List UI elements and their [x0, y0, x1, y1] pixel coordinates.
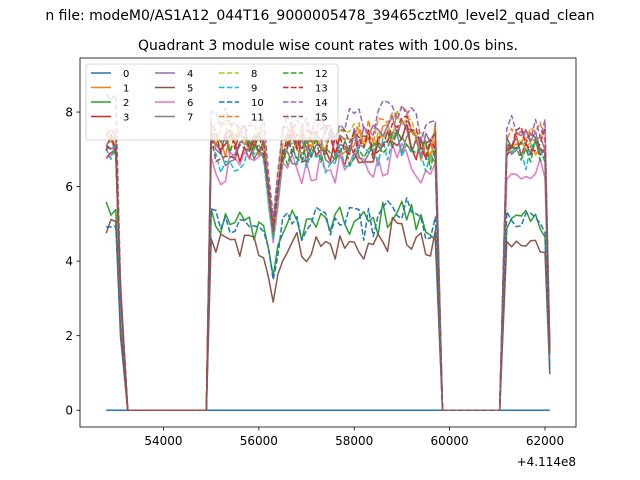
legend-label-3: 3 — [123, 112, 129, 123]
y-tick-label: 4 — [65, 255, 73, 269]
x-axis: 54000 56000 58000 60000 62000 — [144, 427, 564, 448]
legend-label-2: 2 — [123, 98, 129, 109]
x-offset-label: +4.114e8 — [517, 455, 576, 469]
legend-label-4: 4 — [187, 69, 193, 80]
legend-label-15: 15 — [315, 112, 328, 123]
y-tick-label: 6 — [65, 180, 73, 194]
chart-title: Quadrant 3 module wise count rates with … — [138, 38, 518, 54]
x-tick-label: 54000 — [144, 434, 182, 448]
legend-label-11: 11 — [251, 112, 264, 123]
legend-label-10: 10 — [251, 98, 264, 109]
x-tick-label: 60000 — [431, 434, 469, 448]
y-axis: 0 2 4 6 8 — [65, 106, 80, 418]
legend-label-1: 1 — [123, 83, 129, 94]
plot-area-border — [79, 57, 577, 428]
legend-label-5: 5 — [187, 83, 193, 94]
legend-label-6: 6 — [187, 98, 193, 109]
y-tick-label: 2 — [65, 329, 73, 343]
legend-label-0: 0 — [123, 69, 129, 80]
x-tick-label: 56000 — [240, 434, 278, 448]
legend-box — [85, 63, 339, 141]
axes-frame — [79, 57, 577, 428]
y-tick-label: 8 — [65, 106, 73, 120]
legend-label-12: 12 — [315, 69, 328, 80]
legend-label-13: 13 — [315, 83, 328, 94]
legend-label-8: 8 — [251, 69, 257, 80]
y-tick-label: 0 — [65, 404, 73, 418]
x-tick-label: 58000 — [335, 434, 373, 448]
legend-label-7: 7 — [187, 112, 193, 123]
legend-label-9: 9 — [251, 83, 257, 94]
series-line-15 — [105, 119, 551, 411]
x-tick-label: 62000 — [526, 434, 564, 448]
legend-label-14: 14 — [315, 98, 328, 109]
figure-suptitle: n file: modeM0/AS1A12_044T16_9000005478_… — [45, 8, 594, 24]
